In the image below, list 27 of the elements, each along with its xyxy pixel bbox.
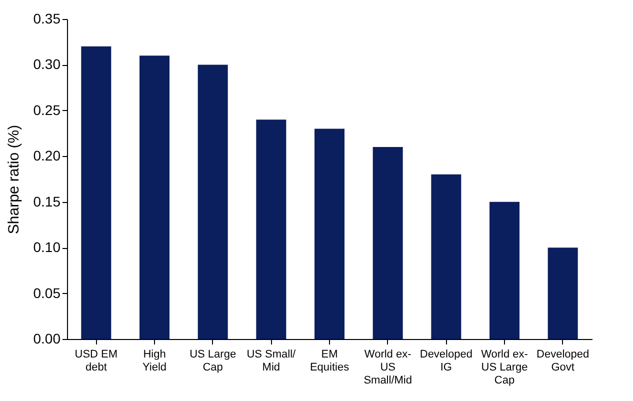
y-tick-label: 0.30 [33,56,61,72]
y-tick-label: 0.15 [33,193,61,210]
x-tick-label: World ex-US Small/Mid [364,348,412,386]
x-tick-label: US Small/ Mid [246,348,297,374]
bar [431,174,462,339]
x-tick-label: Developed IG [420,348,472,374]
y-tick-label: 0.00 [33,330,61,346]
y-tick-label: 0.20 [33,148,61,164]
x-tick-label: US Large Cap [190,348,236,374]
x-tick-label: USD EM debt [74,348,118,374]
y-tick-label: 0.25 [33,102,61,118]
bar [198,64,228,339]
bar [140,56,170,339]
bar [256,120,286,339]
x-tick-label: EM Equities [310,348,350,374]
bar [548,248,578,339]
bar [372,147,403,339]
x-tick-label: World ex-US Large Cap [481,348,528,386]
y-tick-label: 0.05 [33,284,61,301]
x-tick-label: Developed Govt [536,348,590,374]
bar [490,202,520,339]
y-axis-title: Sharpe ratio (%) [5,124,22,234]
y-tick-label: 0.10 [33,239,61,256]
bar [314,128,344,339]
bar [81,46,112,339]
y-tick-label: 0.35 [33,10,61,26]
x-tick-label: High Yield [142,348,167,374]
